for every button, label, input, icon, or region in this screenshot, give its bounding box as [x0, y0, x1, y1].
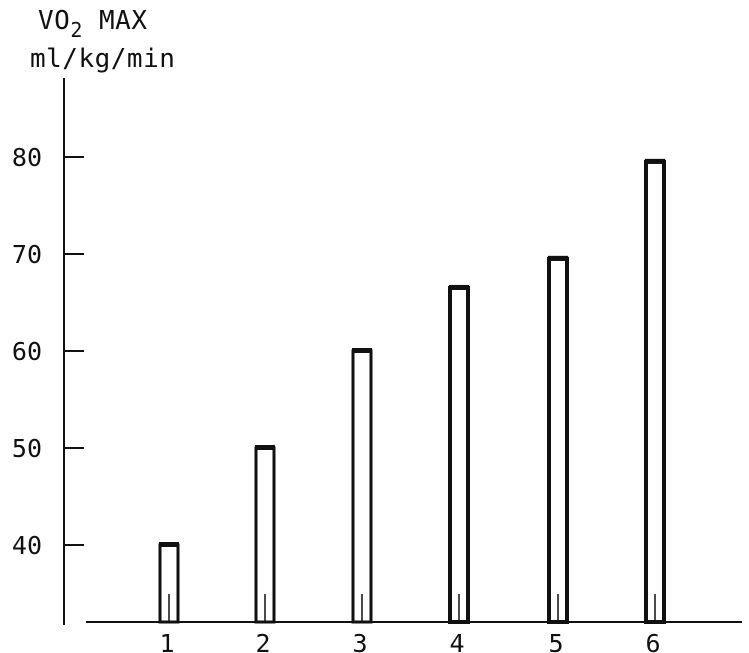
- bar-cap: [159, 542, 179, 547]
- bar-outline: [547, 256, 569, 624]
- y-tick-label: 80: [12, 143, 42, 172]
- bar-cap: [449, 284, 469, 290]
- y-axis-unit: ml/kg/min: [30, 44, 176, 74]
- bar-cap: [645, 158, 665, 164]
- y-tick-label: 50: [12, 434, 42, 463]
- bar-outline: [644, 159, 666, 624]
- bar: [158, 542, 180, 624]
- y-tick-label: 60: [12, 337, 42, 366]
- bar-cap: [255, 445, 275, 450]
- bar: [448, 284, 470, 624]
- bar-outline: [351, 349, 373, 624]
- x-tick-label: 6: [645, 629, 660, 653]
- bar-outline: [448, 285, 470, 624]
- bar-cap: [352, 348, 372, 353]
- y-tick-label: 40: [12, 531, 42, 560]
- bars: [158, 158, 666, 624]
- x-tick-label: 1: [159, 629, 174, 653]
- y-axis-title: V ˙ O2 MAX: [38, 0, 148, 42]
- x-tick-label: 2: [255, 629, 270, 653]
- bar: [644, 158, 666, 624]
- bar: [351, 348, 373, 624]
- bar: [254, 445, 276, 624]
- tick-labels: 40 50 60 70 80 1 2 3 4 5 6: [12, 143, 661, 653]
- y-tick-label: 70: [12, 240, 42, 269]
- x-tick-label: 3: [352, 629, 367, 653]
- bar-cap: [548, 255, 568, 261]
- bar: [547, 255, 569, 624]
- x-tick-label: 4: [449, 629, 464, 653]
- x-tick-label: 5: [548, 629, 563, 653]
